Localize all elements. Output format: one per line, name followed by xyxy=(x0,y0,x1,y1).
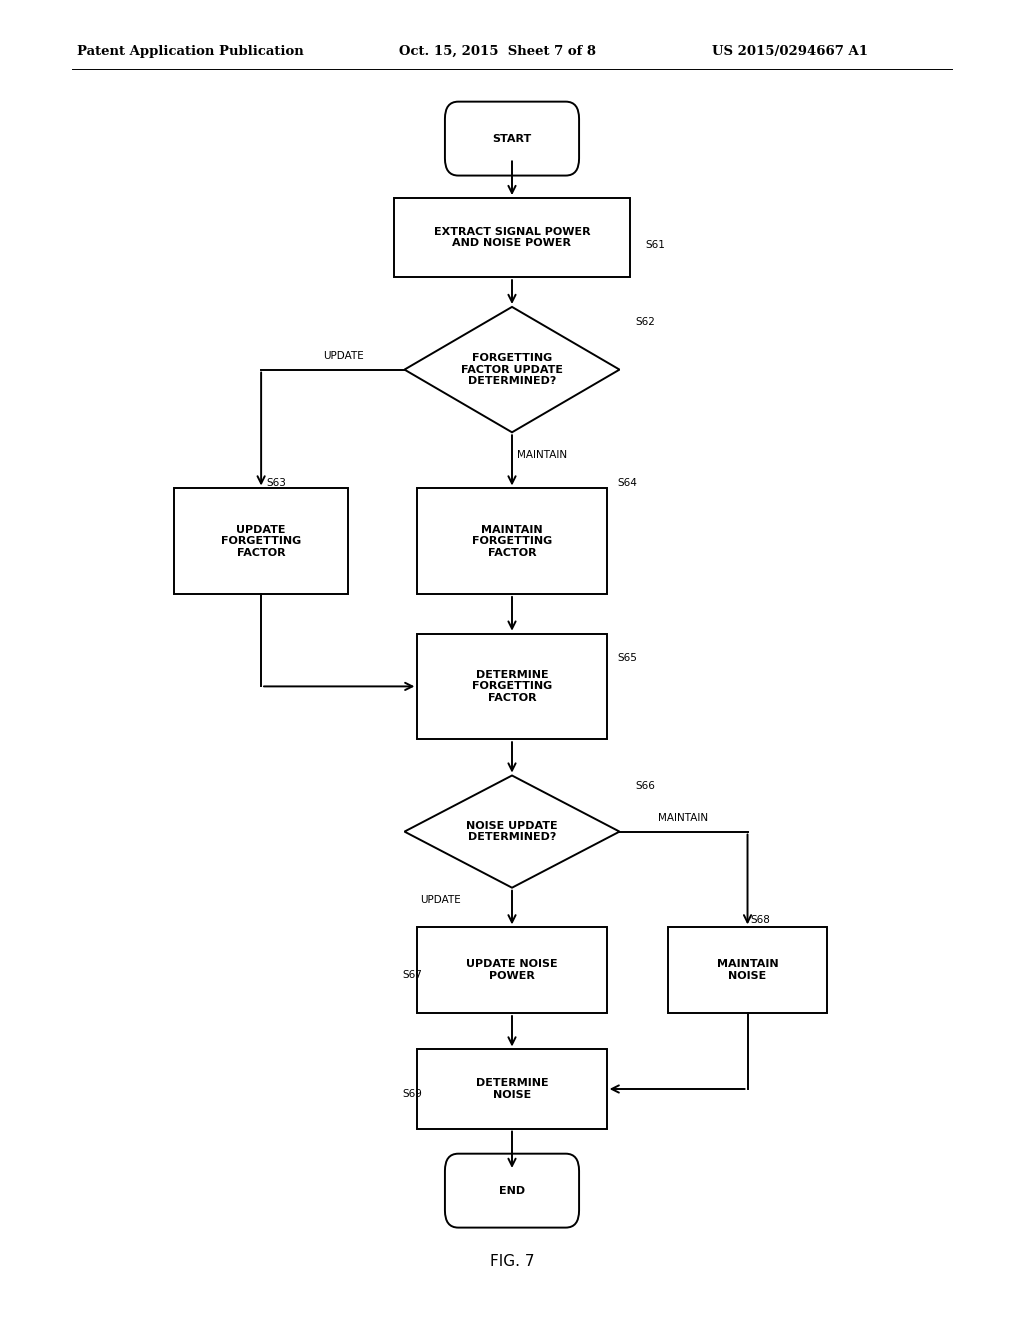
Text: UPDATE
FORGETTING
FACTOR: UPDATE FORGETTING FACTOR xyxy=(221,524,301,558)
Text: FORGETTING
FACTOR UPDATE
DETERMINED?: FORGETTING FACTOR UPDATE DETERMINED? xyxy=(461,352,563,387)
Text: MAINTAIN: MAINTAIN xyxy=(517,450,567,461)
Text: UPDATE NOISE
POWER: UPDATE NOISE POWER xyxy=(466,960,558,981)
Text: UPDATE: UPDATE xyxy=(420,895,461,906)
Text: DETERMINE
FORGETTING
FACTOR: DETERMINE FORGETTING FACTOR xyxy=(472,669,552,704)
Text: START: START xyxy=(493,133,531,144)
Text: END: END xyxy=(499,1185,525,1196)
Text: S69: S69 xyxy=(402,1089,422,1100)
Text: EXTRACT SIGNAL POWER
AND NOISE POWER: EXTRACT SIGNAL POWER AND NOISE POWER xyxy=(434,227,590,248)
FancyBboxPatch shape xyxy=(668,927,827,1014)
Text: S66: S66 xyxy=(635,781,654,792)
FancyBboxPatch shape xyxy=(418,488,606,594)
Text: MAINTAIN: MAINTAIN xyxy=(658,813,709,824)
Polygon shape xyxy=(404,308,620,433)
Text: US 2015/0294667 A1: US 2015/0294667 A1 xyxy=(712,45,867,58)
Text: Oct. 15, 2015  Sheet 7 of 8: Oct. 15, 2015 Sheet 7 of 8 xyxy=(399,45,596,58)
Text: S62: S62 xyxy=(635,317,654,327)
Text: FIG. 7: FIG. 7 xyxy=(489,1254,535,1269)
Polygon shape xyxy=(404,776,620,887)
FancyBboxPatch shape xyxy=(174,488,348,594)
Text: S64: S64 xyxy=(617,478,637,488)
FancyBboxPatch shape xyxy=(418,634,606,739)
Text: S63: S63 xyxy=(266,478,286,488)
FancyBboxPatch shape xyxy=(418,1049,606,1129)
Text: DETERMINE
NOISE: DETERMINE NOISE xyxy=(476,1078,548,1100)
Text: UPDATE: UPDATE xyxy=(323,351,364,362)
Text: S65: S65 xyxy=(617,653,637,664)
Text: Patent Application Publication: Patent Application Publication xyxy=(77,45,303,58)
Text: MAINTAIN
FORGETTING
FACTOR: MAINTAIN FORGETTING FACTOR xyxy=(472,524,552,558)
Text: S68: S68 xyxy=(751,915,770,925)
Text: S61: S61 xyxy=(645,240,665,251)
Text: S67: S67 xyxy=(402,970,422,981)
Text: MAINTAIN
NOISE: MAINTAIN NOISE xyxy=(717,960,778,981)
FancyBboxPatch shape xyxy=(444,1154,580,1228)
FancyBboxPatch shape xyxy=(444,102,580,176)
Text: NOISE UPDATE
DETERMINED?: NOISE UPDATE DETERMINED? xyxy=(466,821,558,842)
FancyBboxPatch shape xyxy=(418,927,606,1014)
FancyBboxPatch shape xyxy=(394,198,630,277)
